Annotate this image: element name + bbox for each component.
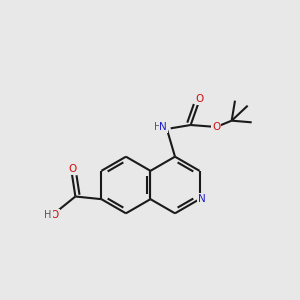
Text: O: O [51,210,59,220]
Text: N: N [198,194,206,204]
Text: H: H [44,210,52,220]
Text: O: O [68,164,76,174]
Text: O: O [196,94,204,104]
Text: H: H [154,122,161,132]
Text: N: N [160,122,167,132]
Text: O: O [212,122,220,132]
